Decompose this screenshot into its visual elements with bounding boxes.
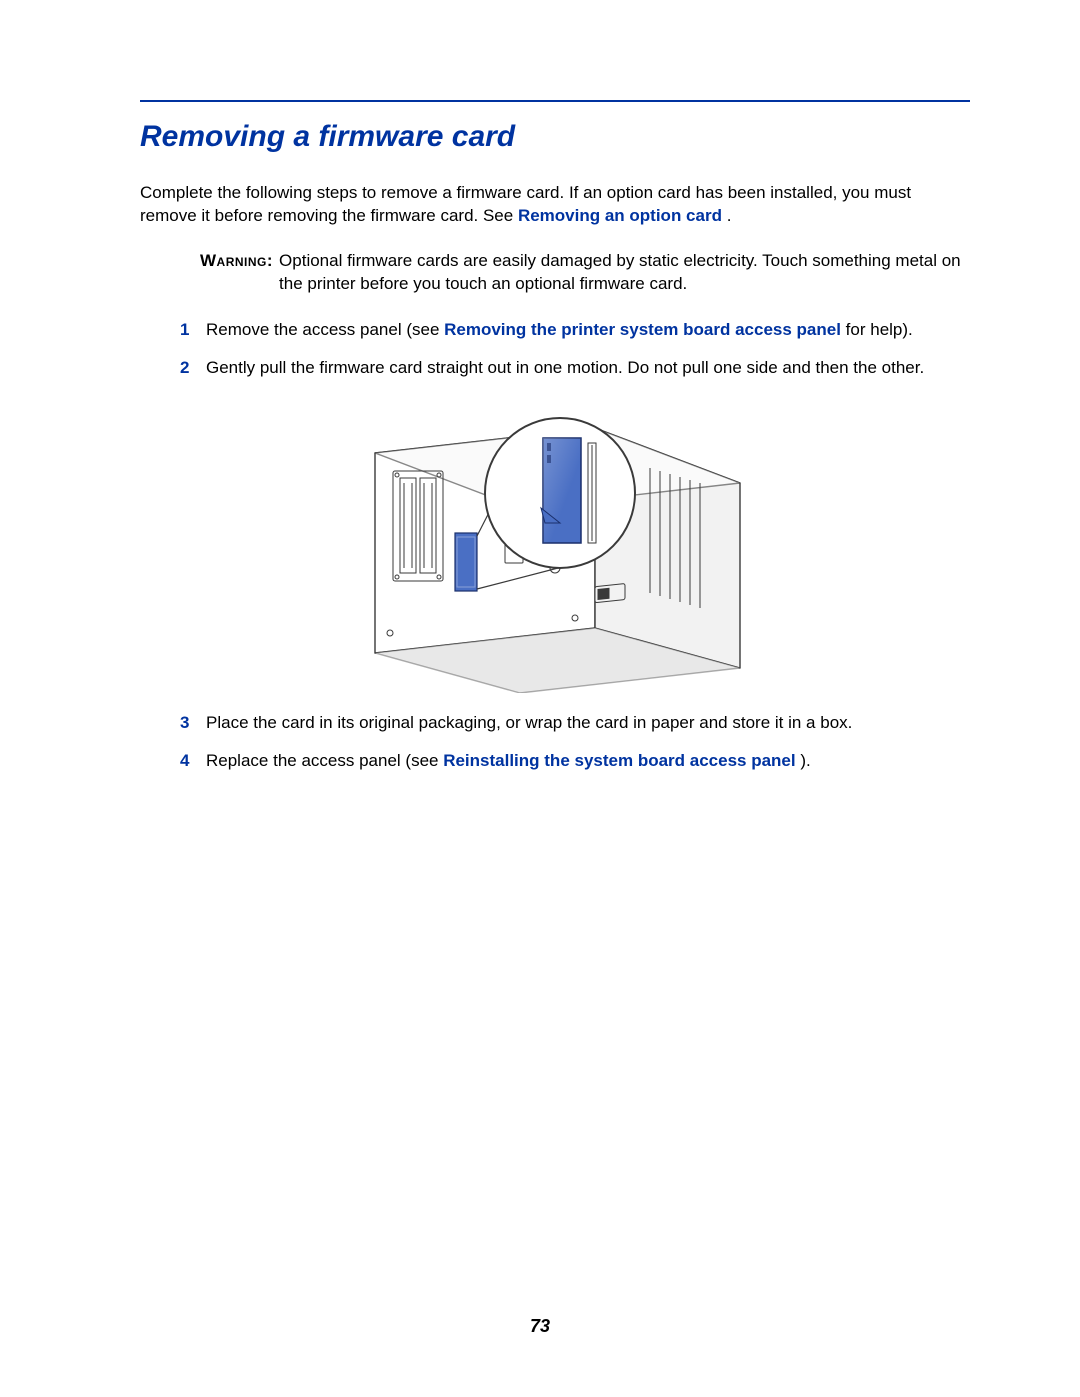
step-3: 3 Place the card in its original packagi… xyxy=(180,711,970,735)
link-remove-access-panel[interactable]: Removing the printer system board access… xyxy=(444,320,841,339)
link-remove-option-card[interactable]: Removing an option card xyxy=(518,206,722,225)
page-title: Removing a firmware card xyxy=(140,120,970,154)
intro-paragraph: Complete the following steps to remove a… xyxy=(140,182,970,228)
warning-label: Warning: xyxy=(200,250,273,296)
firmware-figure xyxy=(140,393,970,693)
step-2: 2 Gently pull the firmware card straight… xyxy=(180,356,970,380)
step-number: 3 xyxy=(180,711,206,735)
document-page: Removing a firmware card Complete the fo… xyxy=(0,0,1080,1397)
warning-block: Warning: Optional firmware cards are eas… xyxy=(200,250,970,296)
warning-text: Optional firmware cards are easily damag… xyxy=(279,250,970,296)
step-body: Place the card in its original packaging… xyxy=(206,711,970,735)
step-list-continued: 3 Place the card in its original packagi… xyxy=(180,711,970,773)
step-1: 1 Remove the access panel (see Removing … xyxy=(180,318,970,342)
step-number: 4 xyxy=(180,749,206,773)
step-list: 1 Remove the access panel (see Removing … xyxy=(180,318,970,380)
page-number: 73 xyxy=(0,1316,1080,1337)
step-4: 4 Replace the access panel (see Reinstal… xyxy=(180,749,970,773)
top-rule xyxy=(140,100,970,102)
step-body: Replace the access panel (see Reinstalli… xyxy=(206,749,970,773)
step-number: 2 xyxy=(180,356,206,380)
link-reinstall-access-panel[interactable]: Reinstalling the system board access pan… xyxy=(443,751,795,770)
step-body: Remove the access panel (see Removing th… xyxy=(206,318,970,342)
step-number: 1 xyxy=(180,318,206,342)
intro-text-after: . xyxy=(727,206,732,225)
step-body: Gently pull the firmware card straight o… xyxy=(206,356,970,380)
firmware-diagram-svg xyxy=(345,393,765,693)
